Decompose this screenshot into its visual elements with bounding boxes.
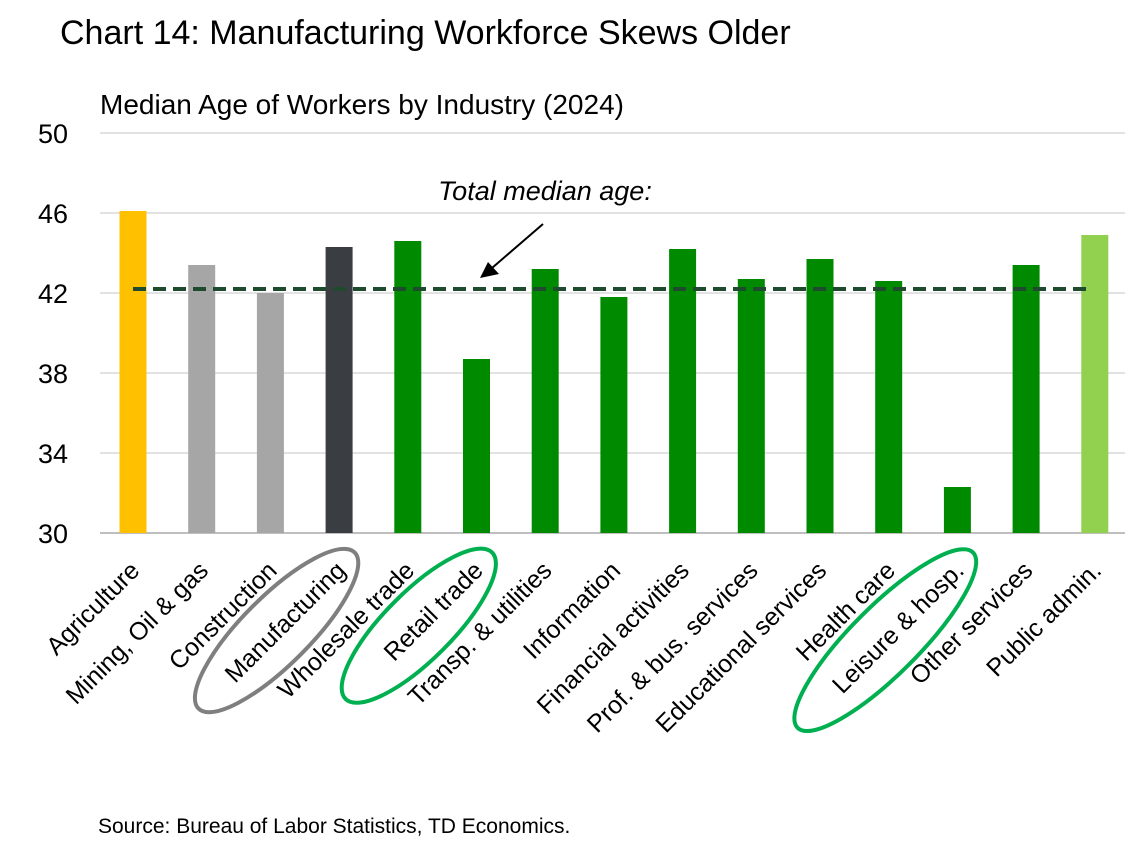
y-tick-label: 42 — [38, 279, 68, 309]
reference-layer: Total median age: — [133, 176, 1087, 291]
bar — [600, 297, 628, 533]
highlight-ellipse — [792, 547, 979, 734]
bar — [119, 211, 147, 533]
bar — [875, 281, 903, 533]
reference-arrow-shaft — [491, 223, 544, 269]
reference-line-label: Total median age: — [438, 176, 652, 206]
bar — [188, 265, 216, 533]
bar — [943, 487, 971, 533]
bar — [669, 249, 697, 533]
chart-subtitle: Median Age of Workers by Industry (2024) — [100, 89, 624, 120]
bar-layer — [119, 211, 1109, 533]
y-tick-label: 50 — [38, 119, 68, 149]
y-tick-label: 46 — [38, 199, 68, 229]
y-tick-layer: 30 34 38 42 46 50 — [38, 119, 68, 549]
chart-title: Chart 14: Manufacturing Workforce Skews … — [60, 14, 791, 52]
reference-arrow-head — [480, 262, 499, 278]
bar — [1012, 265, 1040, 533]
y-tick-label: 38 — [38, 359, 68, 389]
highlight-layer — [192, 546, 979, 734]
bar — [806, 259, 834, 533]
bar — [325, 247, 353, 533]
bar — [256, 293, 284, 533]
y-tick-label: 34 — [38, 439, 68, 469]
bar — [1081, 235, 1109, 533]
highlight-ellipse — [192, 546, 361, 715]
bar — [394, 241, 422, 533]
highlight-ellipse — [339, 546, 498, 705]
bar — [737, 279, 765, 533]
bar — [463, 359, 490, 533]
bar — [531, 269, 559, 533]
y-tick-label: 30 — [38, 519, 68, 549]
chart-source: Source: Bureau of Labor Statistics, TD E… — [98, 815, 571, 838]
